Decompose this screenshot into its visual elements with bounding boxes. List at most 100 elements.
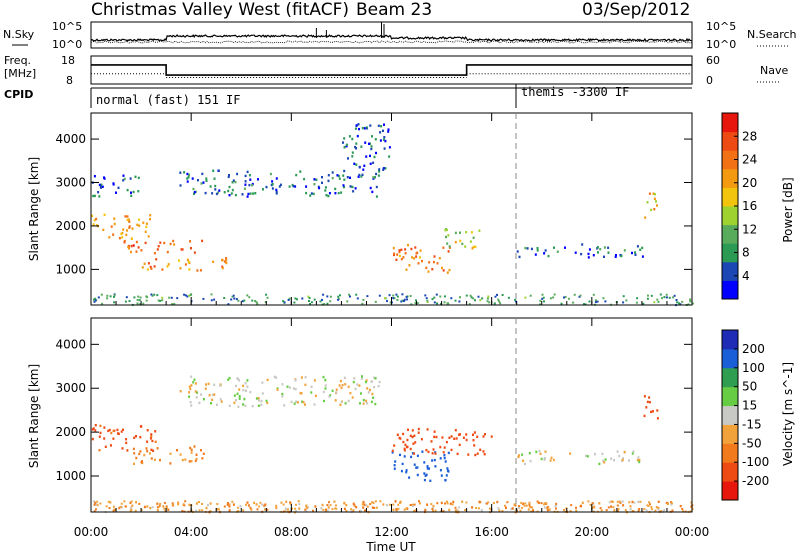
power-ground-cell bbox=[362, 298, 365, 301]
velocity-cell bbox=[528, 452, 531, 455]
power-cell bbox=[100, 183, 103, 186]
power-ground-cell bbox=[356, 297, 359, 300]
velocity-cell bbox=[156, 508, 159, 512]
power-ground-cell bbox=[563, 296, 565, 299]
velocity-cell bbox=[335, 391, 338, 394]
power-cell bbox=[231, 188, 234, 192]
velocity-cell bbox=[411, 429, 414, 432]
power-cell bbox=[419, 249, 422, 252]
power-cell bbox=[126, 215, 129, 218]
velocity-cell bbox=[448, 436, 451, 439]
velocity-ground-cell bbox=[286, 508, 289, 511]
velocity-ground-cell bbox=[295, 503, 297, 506]
velocity-cell bbox=[401, 462, 404, 466]
velocity-cell bbox=[374, 402, 377, 406]
velocity-cell bbox=[200, 449, 202, 452]
power-cell bbox=[211, 192, 214, 195]
velocity-cell bbox=[151, 439, 154, 443]
power-ground-cell bbox=[409, 295, 412, 297]
power-ground-cell bbox=[469, 294, 472, 297]
velocity-cell bbox=[652, 410, 654, 413]
power-cell bbox=[471, 247, 474, 250]
velocity-cell bbox=[257, 397, 260, 400]
velocity-cell bbox=[257, 404, 260, 407]
velocity-ground-cell bbox=[282, 503, 285, 506]
velocity-cell bbox=[211, 398, 214, 401]
time-tick-label: 04:00 bbox=[174, 525, 209, 539]
velocity-ground-cell bbox=[575, 506, 577, 509]
velocity-cell bbox=[293, 402, 296, 405]
velocity-ground-cell bbox=[124, 505, 127, 508]
power-cell bbox=[592, 254, 595, 257]
velocity-cell bbox=[378, 380, 381, 384]
velocity-cell bbox=[169, 462, 172, 465]
power-cell bbox=[354, 145, 357, 149]
velocity-cell bbox=[242, 384, 245, 388]
power-ground-cell bbox=[153, 293, 156, 296]
power-cell bbox=[117, 186, 120, 189]
power-ground-cell bbox=[552, 296, 555, 299]
velocity-cell bbox=[629, 505, 632, 508]
power-cell bbox=[125, 233, 128, 237]
power-cell bbox=[183, 171, 186, 174]
power-cell bbox=[378, 168, 381, 171]
power-ground-cell bbox=[501, 294, 504, 296]
velocity-ground-cell bbox=[670, 502, 673, 505]
velocity-y-tick-label: 4000 bbox=[55, 337, 86, 351]
velocity-ground-cell bbox=[242, 509, 245, 512]
velocity-ground-cell bbox=[650, 508, 653, 511]
velocity-ground-cell bbox=[183, 504, 186, 507]
power-cell bbox=[407, 243, 409, 247]
power-cell bbox=[363, 127, 366, 130]
cpid-mode-2: themis -3300 IF bbox=[521, 85, 629, 99]
power-cell bbox=[91, 214, 94, 218]
velocity-cell bbox=[535, 450, 538, 454]
power-cell bbox=[214, 188, 217, 191]
power-cell bbox=[147, 262, 150, 265]
velocity-cell bbox=[396, 433, 399, 436]
power-cell bbox=[130, 191, 132, 194]
power-ground-cell bbox=[488, 301, 491, 304]
velocity-cell bbox=[120, 430, 123, 433]
power-cell bbox=[145, 222, 148, 225]
power-cell bbox=[324, 186, 327, 189]
velocity-cell bbox=[521, 453, 524, 456]
power-cell bbox=[130, 194, 133, 197]
power-ground-cell bbox=[396, 295, 399, 298]
power-cell bbox=[257, 178, 259, 181]
velocity-cell bbox=[228, 505, 231, 508]
velocity-cell bbox=[411, 503, 414, 507]
velocity-cell bbox=[399, 453, 401, 457]
velocity-ground-cell bbox=[531, 506, 534, 509]
velocity-ylabel: Slant Range [km] bbox=[27, 364, 41, 468]
velocity-cell bbox=[435, 435, 438, 439]
power-colorbar-segment bbox=[722, 113, 738, 133]
velocity-cell bbox=[289, 502, 292, 505]
velocity-cell bbox=[233, 394, 236, 397]
velocity-cell bbox=[421, 450, 424, 453]
velocity-cell bbox=[146, 429, 149, 432]
velocity-cell bbox=[193, 445, 196, 448]
velocity-ground-cell bbox=[99, 502, 102, 505]
power-cell bbox=[446, 271, 449, 274]
velocity-ground-cell bbox=[645, 509, 648, 512]
power-ground-cell bbox=[210, 299, 213, 302]
power-cell bbox=[190, 247, 192, 250]
power-cell bbox=[98, 183, 101, 187]
power-cell bbox=[393, 252, 396, 255]
velocity-ground-cell bbox=[665, 501, 668, 504]
power-colorbar-segment bbox=[722, 206, 738, 226]
power-cell bbox=[469, 240, 472, 243]
power-cell bbox=[342, 184, 345, 187]
power-cell bbox=[246, 195, 249, 198]
power-cell bbox=[634, 253, 637, 256]
power-ground-cell bbox=[406, 298, 408, 301]
sky-noise-trace bbox=[90, 34, 693, 43]
velocity-cell bbox=[159, 502, 162, 506]
power-cell bbox=[355, 124, 358, 127]
power-cell bbox=[327, 194, 330, 198]
velocity-cell bbox=[210, 402, 212, 405]
power-ground-cell bbox=[642, 302, 645, 305]
velocity-cell bbox=[236, 377, 239, 380]
